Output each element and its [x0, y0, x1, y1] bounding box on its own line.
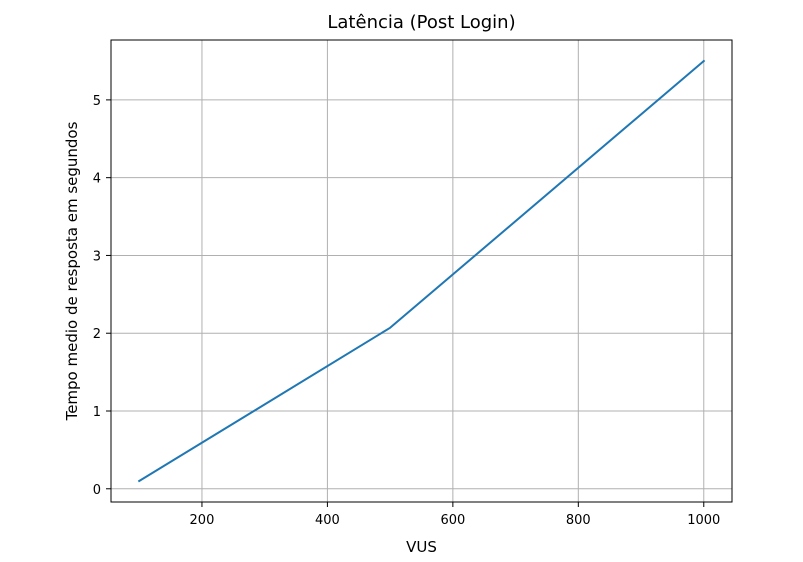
x-tick-label: 600 [440, 513, 465, 528]
y-axis-label: Tempo medio de resposta em segundos [63, 121, 81, 421]
x-tick-label: 400 [315, 513, 340, 528]
x-tick-label: 1000 [687, 513, 720, 528]
y-tick-label: 2 [93, 327, 101, 342]
x-axis-label: VUS [406, 538, 437, 556]
axis-ticks: 200 400 600 800 1000 0 1 2 3 4 5 [93, 94, 721, 528]
chart-title: Latência (Post Login) [327, 12, 515, 33]
y-tick-label: 4 [93, 172, 101, 187]
series-line-1 [137, 59, 706, 483]
x-tick-label: 800 [566, 513, 591, 528]
y-tick-label: 3 [93, 249, 101, 264]
grid-lines [111, 40, 732, 502]
x-tick-label: 200 [190, 513, 215, 528]
y-tick-label: 1 [93, 405, 101, 420]
y-tick-label: 5 [93, 94, 101, 109]
series-layer [137, 59, 706, 483]
y-tick-label: 0 [93, 483, 101, 498]
plot-frame [110, 39, 733, 503]
